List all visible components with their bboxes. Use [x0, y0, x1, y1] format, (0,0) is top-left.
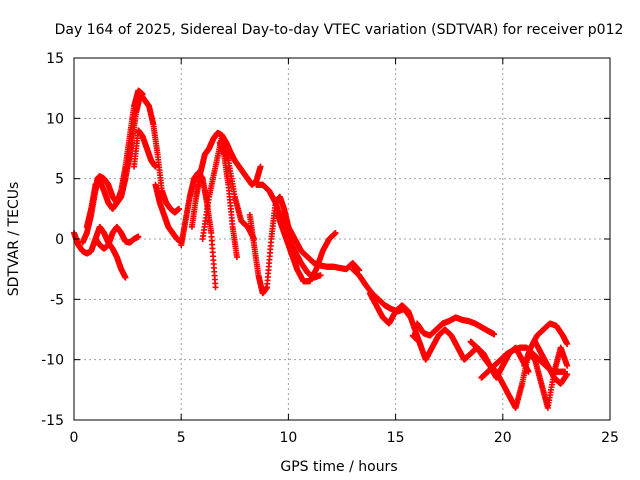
data-point [332, 229, 339, 236]
data-point [135, 233, 142, 240]
data-point [257, 163, 264, 170]
series-arc14 [274, 211, 339, 285]
series-arc23 [531, 338, 571, 387]
chart-title: Day 164 of 2025, Sidereal Day-to-day VTE… [55, 22, 624, 38]
series-arc15 [285, 223, 363, 274]
y-axis-title: SDTVAR / TECUs [6, 182, 22, 297]
series-arc1 [71, 223, 129, 281]
grid-layer [74, 58, 610, 420]
y-tick-label: -5 [50, 292, 64, 308]
data-point [564, 371, 571, 378]
data-points-layer [71, 87, 571, 411]
x-tick-label: 15 [387, 430, 405, 446]
x-axis-title: GPS time / hours [280, 459, 397, 475]
data-point [212, 284, 219, 291]
y-tick-label: 15 [46, 51, 64, 67]
y-tick-label: -15 [41, 413, 64, 429]
x-tick-label: 5 [177, 430, 186, 446]
x-tick-label: 20 [494, 430, 512, 446]
series-arc4 [92, 223, 142, 252]
x-tick-label: 0 [70, 430, 79, 446]
data-point [491, 331, 498, 338]
series-arc17 [366, 290, 425, 351]
series-arc22 [521, 320, 571, 369]
data-point [233, 254, 240, 261]
x-tick-label: 10 [279, 430, 297, 446]
data-point [122, 274, 129, 281]
series-arc6 [131, 127, 159, 170]
series-arc7 [152, 181, 185, 245]
data-point [564, 340, 571, 347]
data-point [176, 205, 183, 212]
series-arc19 [414, 314, 498, 339]
data-point [152, 163, 159, 170]
series-arc11 [216, 139, 240, 261]
y-tick-label: 0 [55, 232, 64, 248]
data-point [525, 368, 532, 375]
axis-ticks: 0 5 10 15 20 25 -15 -10 -5 0 5 10 15 [41, 51, 619, 446]
y-tick-label: -10 [41, 353, 64, 369]
y-tick-label: 5 [55, 172, 64, 188]
data-point [564, 362, 571, 369]
data-point [317, 272, 324, 279]
x-tick-label: 25 [601, 430, 619, 446]
y-tick-label: 10 [46, 111, 64, 127]
